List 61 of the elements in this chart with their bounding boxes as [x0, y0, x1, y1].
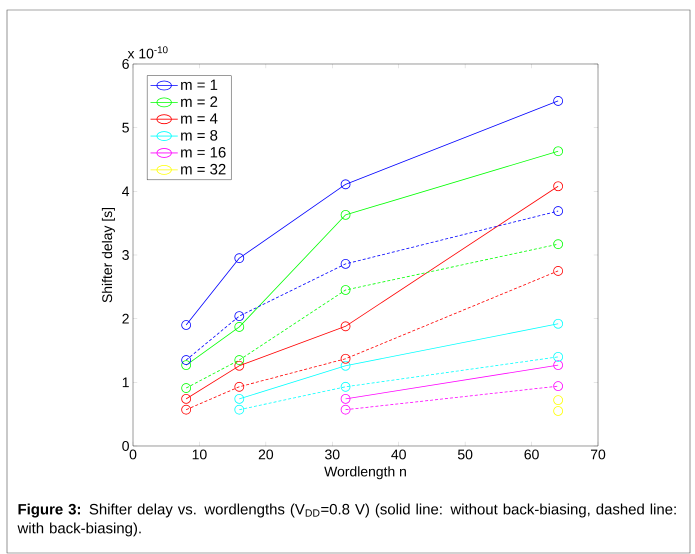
y-axis-title: Shifter delay [s]: [102, 208, 115, 302]
point: [234, 404, 244, 415]
y-tick-label: 1: [122, 378, 129, 388]
point: [181, 394, 192, 404]
point: [234, 394, 244, 404]
point: [340, 404, 350, 415]
point: [553, 352, 564, 362]
text: Figure 3: Shifter delay vs. wordlengths (V$_{DD}$=0.8 V) (solid line: without back-biasing, dashed line: with back-biasing).: [18, 504, 676, 536]
text: x 10$^{-10}$: [128, 46, 168, 58]
x-tick-label: 20: [258, 450, 274, 460]
point: [234, 382, 244, 392]
point: [340, 360, 350, 371]
point: [553, 318, 564, 329]
point: [181, 320, 192, 330]
point: [181, 360, 192, 370]
point: [340, 259, 350, 269]
point: [234, 311, 244, 322]
point: [340, 354, 350, 364]
point: [340, 382, 350, 392]
y-tick-label: 3: [122, 250, 129, 260]
legend-label: m = 16: [181, 146, 226, 158]
point: [340, 285, 350, 295]
point: [234, 360, 244, 371]
point: [181, 404, 192, 415]
point: [181, 355, 192, 365]
point: [553, 146, 564, 156]
point: [340, 210, 350, 220]
legend-label: m = 8: [181, 130, 218, 141]
legend-label: m = 32: [181, 164, 226, 174]
point: [234, 253, 244, 264]
point: [181, 383, 192, 393]
x-tick-label: 0: [130, 450, 136, 460]
y-tick-label: 2: [122, 314, 129, 324]
x-axis-title: Wordlength n: [324, 466, 406, 480]
point: [234, 322, 244, 332]
x-tick-label: 40: [391, 450, 406, 460]
x-tick-label: 50: [458, 450, 472, 460]
point: [553, 266, 564, 276]
point: [553, 360, 564, 370]
point: [340, 321, 350, 332]
legend-label: m = 2: [181, 96, 218, 107]
x-tick-label: 30: [325, 450, 340, 460]
y-tick-label: 5: [122, 122, 129, 133]
point: [553, 406, 564, 416]
legend-label: m = 4: [181, 113, 218, 124]
x-tick-label: 10: [192, 450, 207, 460]
point: [553, 206, 564, 216]
x-tick-label: 60: [524, 450, 539, 460]
point: [553, 181, 564, 192]
x-tick-label: 70: [590, 450, 606, 460]
point: [553, 395, 564, 406]
y-tick-label: 4: [122, 186, 130, 196]
point: [553, 96, 564, 106]
point: [553, 239, 564, 250]
point: [553, 381, 564, 392]
point: [234, 355, 244, 365]
point: [340, 394, 350, 404]
point: [340, 179, 350, 190]
y-tick-label: 6: [122, 59, 129, 69]
legend-label: m = 1: [181, 80, 218, 90]
y-tick-label: 0: [122, 441, 129, 451]
